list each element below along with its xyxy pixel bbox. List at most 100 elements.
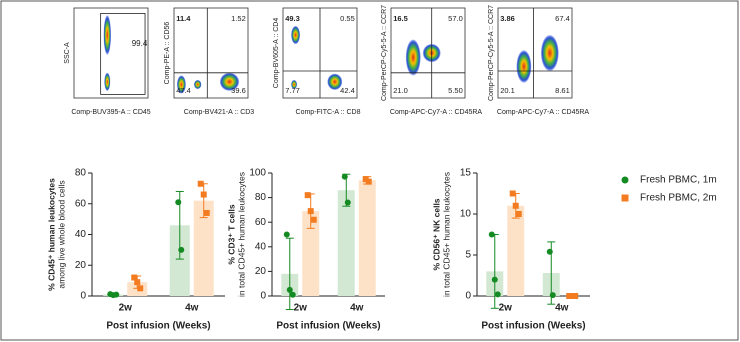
flow-y-label: Comp-PerCP-Cy5-5-A :: CCR7 (381, 5, 388, 101)
x-tick-label: 2w (499, 303, 513, 314)
quadrant-value: 39.6 (231, 86, 246, 95)
data-point (197, 180, 204, 187)
bar (358, 180, 376, 296)
cell-population (516, 50, 532, 83)
cell-population (291, 80, 298, 89)
legend-label: Fresh PBMC, 1m (640, 175, 717, 186)
bar (169, 225, 190, 296)
cell-population (103, 15, 112, 55)
legend-marker (621, 194, 629, 202)
quadrant-value: 67.4 (555, 14, 570, 23)
data-point (134, 279, 141, 286)
data-point (283, 231, 290, 238)
x-tick-label: 2w (294, 303, 308, 314)
y-tick-label: 80 (255, 192, 267, 203)
data-point (344, 199, 351, 206)
quadrant-value: 49.3 (285, 14, 300, 23)
flow-x-label: Comp-BV421-A :: CD3 (184, 109, 255, 116)
data-point (509, 190, 516, 197)
flow-y-label: Comp-PerCP-Cy5-5-A :: CCR7 (488, 5, 495, 101)
cell-population (291, 26, 301, 44)
bar (193, 200, 214, 296)
y-tick-label: 40 (255, 241, 267, 252)
data-point (491, 276, 498, 283)
y-tick-label: 40 (75, 229, 87, 240)
quadrant-value: 16.5 (393, 14, 408, 23)
data-point (137, 285, 144, 292)
y-axis-label: among live whole blood cells (56, 180, 66, 288)
flow-y-label: Comp-PE-A :: CD56 (164, 22, 171, 85)
data-point (515, 211, 522, 217)
x-axis-label: Post infusion (Weeks) (481, 321, 585, 332)
y-tick-label: 80 (75, 168, 87, 179)
x-axis-label: Post infusion (Weeks) (276, 321, 380, 332)
flow-x-label: Comp-APC-Cy7-A :: CD45RA (497, 109, 590, 116)
y-tick-label: 10 (460, 209, 472, 220)
x-tick-label: 4w (185, 303, 199, 314)
x-axis-label: Post infusion (Weeks) (106, 321, 210, 332)
cell-population (327, 73, 343, 90)
bar (337, 190, 355, 296)
x-tick-label: 2w (119, 303, 133, 314)
data-point (200, 191, 207, 198)
quadrant-value: 21.0 (393, 86, 408, 95)
cell-population (219, 72, 240, 91)
flow-x-label: Comp-BUV395-A :: CD45 (71, 109, 150, 116)
data-point (512, 202, 519, 209)
y-axis-label: % CD3⁺ T cells (226, 204, 236, 265)
data-point (178, 246, 185, 253)
y-tick-label: 0 (465, 291, 471, 302)
y-axis-label: in total CD45+ human leukocytes (236, 172, 246, 297)
data-point (365, 178, 372, 185)
data-point (286, 286, 293, 293)
quadrant-value: 20.1 (500, 86, 515, 95)
data-point (341, 173, 348, 180)
y-tick-label: 0 (80, 291, 86, 302)
quadrant-value: 5.50 (448, 86, 463, 95)
quadrant-value: 7.77 (285, 86, 300, 95)
flow-y-label: SSC-A (64, 42, 71, 64)
y-tick-label: 0 (260, 291, 266, 302)
flow-x-label: Comp-APC-Cy7-A :: CD45RA (390, 109, 483, 116)
y-tick-label: 20 (255, 266, 267, 277)
quadrant-value: 11.4 (176, 14, 191, 23)
cell-population (540, 35, 559, 71)
y-tick-label: 20 (75, 260, 87, 271)
data-point (549, 292, 556, 299)
quadrant-value: 47.4 (176, 86, 191, 95)
gate-value: 99.4 (132, 39, 148, 48)
data-point (307, 208, 314, 215)
y-axis-label: % CD45⁺ human leukocytes (46, 178, 56, 291)
cell-population (104, 72, 111, 91)
y-tick-label: 100 (249, 168, 266, 179)
gate (100, 12, 146, 95)
data-point (310, 216, 317, 223)
data-point (289, 291, 296, 298)
data-point (488, 231, 495, 238)
flow-plot-frame (73, 7, 149, 99)
legend-label: Fresh PBMC, 2m (640, 193, 717, 204)
quadrant-value: 0.55 (340, 14, 355, 23)
data-point (572, 293, 579, 299)
quadrant-value: 1.52 (231, 14, 246, 23)
quadrant-value: 3.86 (500, 14, 515, 23)
cell-population (193, 80, 202, 89)
data-point (203, 209, 210, 216)
flow-plot-frame (497, 7, 573, 99)
quadrant-value: 57.0 (448, 14, 463, 23)
y-tick-label: 5 (465, 250, 471, 261)
y-tick-label: 15 (460, 168, 472, 179)
cell-population (405, 39, 421, 76)
data-point (546, 248, 553, 255)
y-axis-label: in total CD45+ human leukocytes (441, 172, 451, 297)
cell-population (176, 75, 186, 94)
y-tick-label: 60 (75, 198, 87, 209)
data-point (113, 291, 120, 298)
flow-x-label: Comp-FITC-A :: CD8 (296, 109, 361, 116)
y-tick-label: 60 (255, 217, 267, 228)
data-point (175, 199, 182, 206)
data-point (494, 291, 501, 298)
bar (507, 205, 525, 296)
quadrant-value: 42.4 (340, 86, 355, 95)
